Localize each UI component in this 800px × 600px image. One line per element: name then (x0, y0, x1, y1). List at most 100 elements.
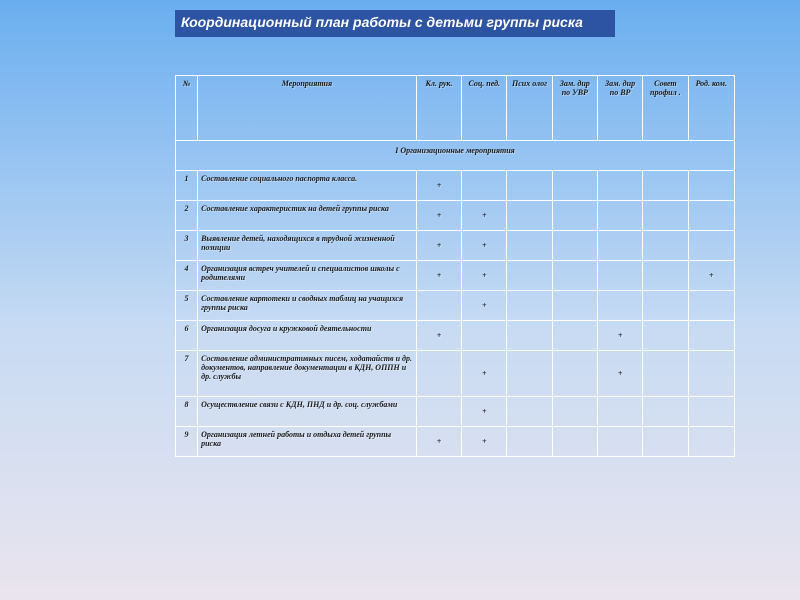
row-mark (643, 291, 688, 321)
section-row: I Организационные мероприятия (176, 141, 735, 171)
row-mark (462, 321, 507, 351)
row-activity: Организация летней работы и отдыха детей… (198, 427, 417, 457)
row-mark (597, 261, 642, 291)
table-row: 6Организация досуга и кружковой деятельн… (176, 321, 735, 351)
row-number: 2 (176, 201, 198, 231)
table-row: 2Составление характеристик на детей груп… (176, 201, 735, 231)
row-number: 9 (176, 427, 198, 457)
row-mark (507, 397, 552, 427)
row-mark (597, 427, 642, 457)
row-number: 4 (176, 261, 198, 291)
row-mark: + (462, 351, 507, 397)
row-mark (643, 201, 688, 231)
row-mark (688, 201, 734, 231)
row-mark (416, 397, 461, 427)
row-number: 6 (176, 321, 198, 351)
col-rodkom: Род. ком. (688, 76, 734, 141)
row-activity: Выявление детей, находящихся в трудной ж… (198, 231, 417, 261)
row-mark: + (462, 427, 507, 457)
row-mark: + (688, 261, 734, 291)
row-activity: Составление административных писем, хода… (198, 351, 417, 397)
plan-table: № Мероприятия Кл. рук. Соц. пед. Псих ол… (175, 75, 735, 457)
section-title: I Организационные мероприятия (176, 141, 735, 171)
row-mark (643, 171, 688, 201)
row-mark (552, 321, 597, 351)
col-activity: Мероприятия (198, 76, 417, 141)
plan-table-wrapper: № Мероприятия Кл. рук. Соц. пед. Псих ол… (175, 75, 735, 457)
row-mark: + (462, 291, 507, 321)
row-mark (597, 397, 642, 427)
row-mark (552, 427, 597, 457)
row-mark (597, 231, 642, 261)
row-mark (552, 351, 597, 397)
row-mark (688, 291, 734, 321)
row-mark (552, 231, 597, 261)
row-mark: + (462, 261, 507, 291)
row-mark (597, 171, 642, 201)
row-mark (597, 201, 642, 231)
row-mark (416, 351, 461, 397)
row-mark (688, 231, 734, 261)
col-socped: Соц. пед. (462, 76, 507, 141)
row-mark (507, 261, 552, 291)
row-activity: Составление картотеки и сводных таблиц н… (198, 291, 417, 321)
row-number: 3 (176, 231, 198, 261)
row-activity: Организация досуга и кружковой деятельно… (198, 321, 417, 351)
table-row: 4Организация встреч учителей и специалис… (176, 261, 735, 291)
row-mark (552, 261, 597, 291)
row-mark: + (597, 321, 642, 351)
row-mark (507, 427, 552, 457)
row-mark (688, 171, 734, 201)
table-row: 5Составление картотеки и сводных таблиц … (176, 291, 735, 321)
row-mark: + (462, 397, 507, 427)
row-mark (507, 291, 552, 321)
table-row: 3Выявление детей, находящихся в трудной … (176, 231, 735, 261)
row-mark (643, 231, 688, 261)
row-mark (552, 397, 597, 427)
table-header-row: № Мероприятия Кл. рук. Соц. пед. Псих ол… (176, 76, 735, 141)
col-zam-uvr: Зам. дир по УВР (552, 76, 597, 141)
table-row: 1Составление социального паспорта класса… (176, 171, 735, 201)
row-mark: + (416, 231, 461, 261)
col-zam-vr: Зам. дир по ВР (597, 76, 642, 141)
row-mark (507, 351, 552, 397)
row-mark (688, 427, 734, 457)
row-mark: + (416, 321, 461, 351)
row-mark (643, 397, 688, 427)
row-mark (643, 321, 688, 351)
row-activity: Составление социального паспорта класса. (198, 171, 417, 201)
table-row: 9Организация летней работы и отдыха дете… (176, 427, 735, 457)
row-mark (643, 351, 688, 397)
row-mark (507, 201, 552, 231)
row-mark: + (462, 201, 507, 231)
col-num: № (176, 76, 198, 141)
row-mark (507, 171, 552, 201)
row-mark (688, 397, 734, 427)
row-activity: Организация встреч учителей и специалист… (198, 261, 417, 291)
row-mark: + (597, 351, 642, 397)
row-mark: + (462, 231, 507, 261)
row-mark (507, 321, 552, 351)
row-mark (507, 231, 552, 261)
row-mark (552, 171, 597, 201)
row-mark: + (416, 171, 461, 201)
col-klruk: Кл. рук. (416, 76, 461, 141)
row-mark (462, 171, 507, 201)
col-psycholog: Псих олог (507, 76, 552, 141)
row-mark: + (416, 427, 461, 457)
row-mark: + (416, 261, 461, 291)
row-mark (416, 291, 461, 321)
row-activity: Составление характеристик на детей групп… (198, 201, 417, 231)
table-row: 8Осуществление связи с КДН, ПНД и др. со… (176, 397, 735, 427)
row-number: 7 (176, 351, 198, 397)
row-mark (643, 261, 688, 291)
row-number: 1 (176, 171, 198, 201)
page-title: Координационный план работы с детьми гру… (175, 10, 615, 37)
table-body: I Организационные мероприятия 1Составлен… (176, 141, 735, 457)
row-mark (688, 321, 734, 351)
row-number: 5 (176, 291, 198, 321)
row-mark: + (416, 201, 461, 231)
row-number: 8 (176, 397, 198, 427)
col-sovet: Совет профил . (643, 76, 688, 141)
table-row: 7Составление административных писем, ход… (176, 351, 735, 397)
